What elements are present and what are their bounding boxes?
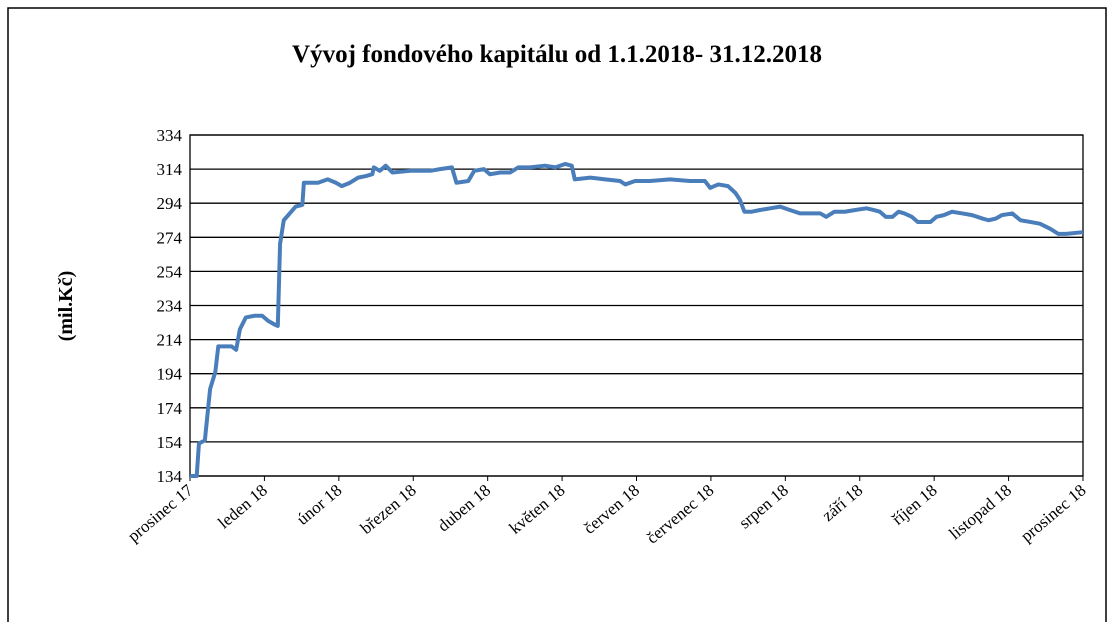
x-tick-label: květen 18 — [505, 481, 568, 538]
y-tick-label: 254 — [157, 262, 183, 281]
x-tick-label: prosinec 17 — [124, 480, 197, 546]
x-tick-label: březen 18 — [357, 481, 420, 538]
frame — [7, 7, 1107, 622]
y-tick-label: 314 — [157, 160, 183, 179]
x-tick-label: duben 18 — [434, 481, 494, 536]
y-tick-label: 334 — [157, 126, 183, 145]
x-tick-label: září 18 — [818, 481, 866, 526]
data-line — [190, 161, 1084, 478]
x-tick-label: červenec 18 — [643, 481, 718, 548]
x-tick-label: srpen 18 — [735, 481, 792, 533]
x-tick-label: leden 18 — [214, 481, 271, 533]
x-tick-label: říjen 18 — [888, 481, 940, 529]
x-tick-label: prosinec 18 — [1017, 481, 1090, 546]
y-tick-label: 174 — [157, 399, 183, 418]
x-tick-label: listopad 18 — [945, 481, 1015, 544]
y-tick-label: 134 — [157, 467, 183, 486]
y-tick-label: 194 — [157, 365, 183, 384]
y-tick-label: 294 — [157, 194, 183, 213]
x-tick-label: únor 18 — [293, 481, 345, 529]
y-tick-label: 234 — [157, 297, 183, 316]
y-axis-label: (mil.Kč) — [55, 271, 77, 342]
y-tick-label: 214 — [157, 331, 183, 350]
x-tick-label: červen 18 — [580, 481, 643, 538]
chart-title: Vývoj fondového kapitálu od 1.1.2018- 31… — [292, 41, 822, 68]
y-tick-label: 154 — [157, 433, 183, 452]
y-tick-label: 274 — [157, 228, 183, 247]
